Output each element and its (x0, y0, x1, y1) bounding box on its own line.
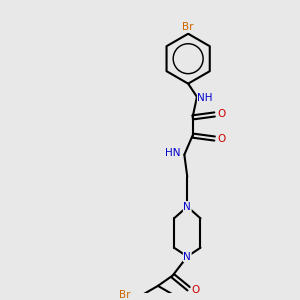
Text: N: N (183, 251, 191, 262)
Text: HN: HN (165, 148, 181, 158)
Text: N: N (183, 202, 191, 212)
Text: Br: Br (119, 290, 130, 300)
Text: O: O (217, 110, 225, 119)
Text: O: O (217, 134, 225, 143)
Text: Br: Br (182, 22, 194, 32)
Text: O: O (191, 285, 199, 295)
Text: NH: NH (197, 93, 213, 103)
